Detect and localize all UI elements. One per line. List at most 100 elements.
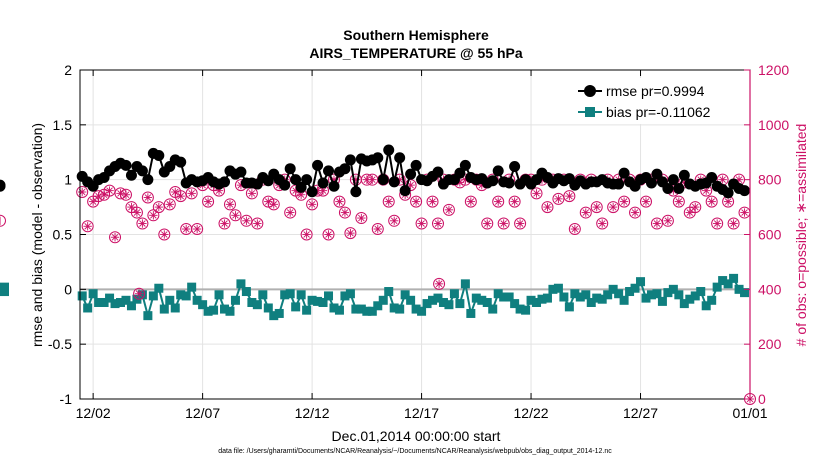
obs-isolated-point (133, 287, 146, 300)
obs-assimilated-point (83, 222, 92, 231)
asterisk-stroke (84, 222, 91, 230)
rmse-point (503, 177, 515, 189)
bias-point (356, 304, 366, 314)
bias-point (663, 288, 673, 298)
rmse-point (487, 175, 499, 187)
bias-point (110, 299, 120, 309)
bias-point (564, 302, 574, 312)
obs-possible-point (590, 201, 603, 214)
rmse-point (673, 182, 685, 194)
bias-point (685, 294, 695, 304)
bias-point (449, 289, 459, 299)
obs-possible-point (563, 190, 576, 203)
obs-assimilated-point (373, 224, 382, 234)
asterisk-stroke (533, 190, 540, 197)
obs-assimilated-point (630, 208, 640, 217)
obs-assimilated-point (641, 197, 651, 206)
bias-point (137, 290, 147, 300)
bias-point (94, 297, 104, 307)
asterisk-stroke (363, 176, 371, 183)
obs-assimilated-point (176, 191, 185, 201)
asterisk-stroke (598, 220, 606, 227)
chart-title: Southern Hemisphere (343, 27, 489, 43)
bias-point (526, 295, 536, 305)
rmse-point (388, 176, 400, 188)
rmse-point (651, 168, 663, 180)
bias-point (165, 295, 175, 305)
asterisk-stroke (593, 203, 601, 211)
asterisk-stroke (730, 220, 737, 227)
obs-assimilated-point (362, 175, 372, 184)
obs-possible-point (514, 217, 527, 230)
axis-ticks: 12/02 12/07 12/12 12/17 12/22 12/27 01/01 -1 -0.… (48, 62, 789, 421)
obs-assimilated-point (231, 211, 240, 220)
bias-point (652, 289, 662, 299)
asterisk-stroke (445, 206, 453, 214)
asterisk-stroke (226, 201, 234, 208)
bias-point (630, 283, 640, 293)
asterisk-stroke (483, 220, 491, 227)
obs-assimilated-point (203, 197, 213, 206)
asterisk-stroke (139, 220, 146, 227)
obs-assimilated-point (99, 190, 109, 199)
rmse-point (235, 166, 247, 178)
asterisk-stroke (155, 203, 163, 211)
footer-data-file: data file: /Users/gharamti/Documents/NCA… (218, 448, 612, 455)
rmse-point (0, 179, 6, 191)
obs-assimilated-point (510, 197, 519, 206)
rmse-point (410, 159, 422, 171)
bias-point (302, 305, 312, 315)
obs-assimilated-point (652, 219, 662, 228)
obs-assimilated-point (225, 200, 235, 209)
asterisk-stroke (620, 198, 628, 205)
asterisk-stroke (516, 220, 524, 227)
obs-possible-point (141, 191, 154, 204)
y-tick-label-left: 1 (64, 172, 72, 188)
bias-point (646, 290, 656, 300)
asterisk-stroke (341, 209, 349, 216)
asterisk-stroke (741, 209, 748, 216)
obs-assimilated-point (483, 219, 492, 228)
x-axis-label: Dec.01,2014 00:00:00 start (332, 428, 501, 444)
obs-assimilated-point (171, 187, 180, 197)
asterisk-stroke (232, 212, 239, 219)
obs-possible-point (672, 195, 685, 208)
bias-point (296, 290, 306, 300)
asterisk-stroke (456, 179, 464, 186)
obs-assimilated-point (165, 200, 174, 209)
bias-point (471, 293, 481, 303)
bias-point (83, 303, 93, 313)
bias-point (187, 282, 197, 292)
asterisk-stroke (374, 225, 382, 233)
obs-assimilated-point (723, 197, 733, 206)
y-tick-label-right: 800 (758, 172, 782, 188)
legend-bias-label: bias pr=-0.11062 (606, 104, 711, 120)
obs-possible-point (223, 198, 236, 211)
obs-possible-point (689, 201, 702, 214)
obs-assimilated-point (187, 189, 196, 198)
bias-point (548, 284, 558, 294)
asterisk-stroke (494, 198, 502, 205)
obs-assimilated-point (247, 189, 257, 198)
obs-assimilated-point (77, 187, 87, 197)
rmse-point (344, 154, 356, 166)
obs-assimilated-point (138, 219, 147, 228)
asterisk-stroke (429, 198, 436, 205)
legend-box (570, 78, 742, 124)
x-tick-label: 01/01 (732, 405, 767, 421)
obs-possible-point (251, 217, 264, 230)
obs-assimilated-point (192, 224, 202, 234)
obs-assimilated-point (110, 233, 120, 242)
obs-assimilated-point (570, 224, 580, 234)
obs-possible-point (284, 206, 297, 219)
asterisk-stroke (166, 201, 174, 208)
obs-possible-point (552, 192, 565, 205)
chart-subtitle: AIRS_TEMPERATURE @ 55 hPa (309, 45, 523, 61)
bias-point (324, 291, 334, 301)
obs-assimilated-point (389, 216, 399, 225)
obs-possible-point (0, 214, 6, 227)
bias-point (657, 296, 667, 306)
asterisk-stroke (117, 190, 124, 197)
rmse-point (312, 159, 324, 171)
obs-assimilated-point (411, 197, 421, 206)
